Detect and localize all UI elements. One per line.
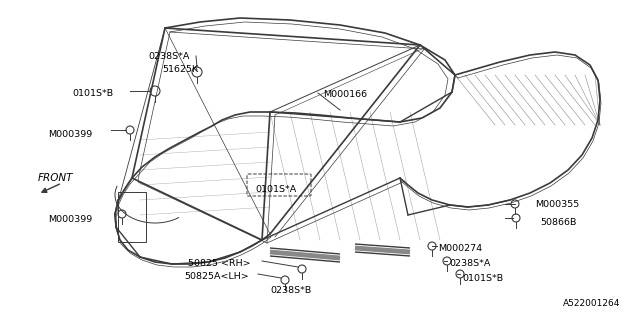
Text: 0101S*B: 0101S*B <box>72 89 113 98</box>
Text: M000355: M000355 <box>535 200 579 209</box>
Text: 0101S*A: 0101S*A <box>255 185 296 194</box>
Text: 0238S*B: 0238S*B <box>270 286 311 295</box>
Text: 0101S*B: 0101S*B <box>462 274 503 283</box>
Text: M000399: M000399 <box>48 215 92 224</box>
Text: A522001264: A522001264 <box>563 299 620 308</box>
Text: FRONT: FRONT <box>38 173 74 183</box>
Text: 0238S*A: 0238S*A <box>148 52 189 61</box>
Bar <box>118 192 146 242</box>
Text: 50866B: 50866B <box>540 218 577 227</box>
Text: 51625K: 51625K <box>162 65 198 74</box>
Text: 50825A<LH>: 50825A<LH> <box>184 272 249 281</box>
Text: M000274: M000274 <box>438 244 482 253</box>
Text: M000166: M000166 <box>323 90 367 99</box>
Text: M000399: M000399 <box>48 130 92 139</box>
Text: 0238S*A: 0238S*A <box>449 259 490 268</box>
Text: 50825 <RH>: 50825 <RH> <box>188 259 251 268</box>
